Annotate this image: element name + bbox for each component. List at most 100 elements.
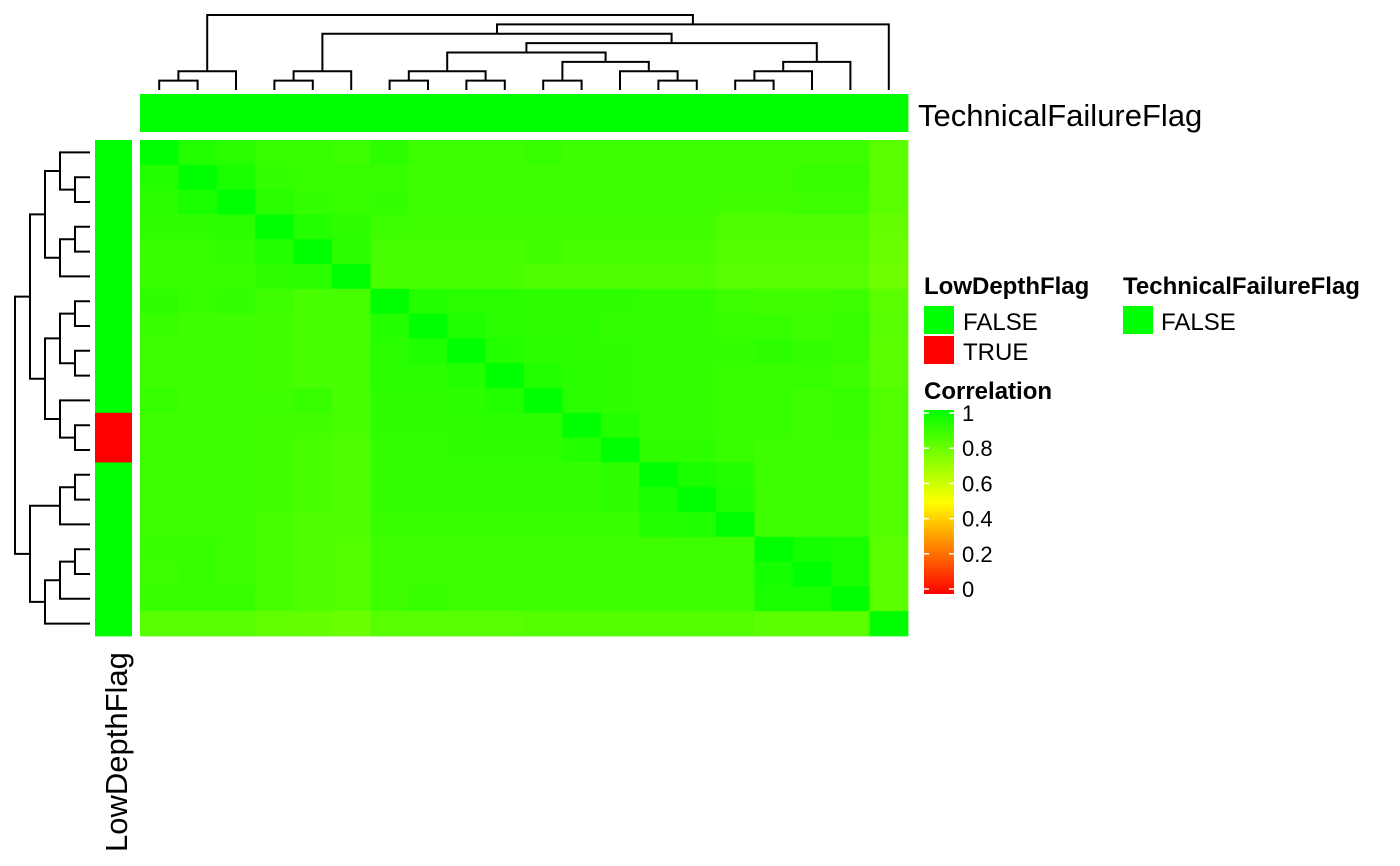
heatmap-cell-r16-c18 (792, 512, 832, 538)
heatmap-cell-r3-c13 (600, 189, 640, 215)
legend-technical-failure-title: TechnicalFailureFlag (1123, 273, 1360, 300)
row-dendrogram-branch (74, 225, 90, 253)
column-dendrogram-branch (734, 79, 775, 90)
heatmap-cell-r13-c18 (792, 437, 832, 463)
heatmap-cell-r14-c9 (447, 462, 486, 488)
heatmap-cell-r20-c7 (370, 611, 410, 637)
heatmap-cell-r13-c16 (716, 437, 755, 463)
heatmap-cell-r10-c17 (754, 363, 794, 389)
heatmap-cell-r3-c1 (140, 189, 179, 215)
heatmap-cell-r8-c16 (716, 313, 755, 339)
heatmap-cell-r5-c1 (140, 239, 179, 265)
heatmap-cell-r16-c4 (255, 512, 294, 538)
heatmap-cell-r13-c4 (255, 437, 294, 463)
row-dendrogram-branch (59, 238, 90, 278)
heatmap-cell-r18-c5 (293, 561, 333, 587)
heatmap-cell-r7-c17 (754, 288, 794, 314)
heatmap-cell-r11-c14 (639, 388, 678, 414)
heatmap-cell-r15-c12 (562, 487, 602, 513)
heatmap-cell-r17-c11 (524, 536, 563, 562)
heatmap-cell-r18-c6 (332, 561, 371, 587)
row-annotation-cell-15 (95, 487, 132, 513)
heatmap-cell-r10-c12 (562, 363, 602, 389)
heatmap-cell-r17-c20 (869, 536, 909, 562)
heatmap-cell-r20-c14 (639, 611, 678, 637)
column-annotation-cell-19 (831, 94, 870, 132)
heatmap-cell-r5-c12 (562, 239, 602, 265)
column-annotation-cell-8 (408, 94, 448, 132)
heatmap-cell-r12-c13 (600, 412, 640, 438)
row-annotation-cell-10 (95, 363, 132, 389)
heatmap-cell-r2-c1 (140, 164, 179, 190)
heatmap-cell-r7-c15 (677, 288, 717, 314)
heatmap-cell-r11-c2 (178, 388, 218, 414)
heatmap-cell-r15-c13 (600, 487, 640, 513)
row-dendrogram-branch (44, 170, 60, 259)
heatmap-cell-r20-c13 (600, 611, 640, 637)
heatmap-cell-r18-c17 (754, 561, 794, 587)
legend-technical-failure-false-label: FALSE (1161, 309, 1236, 336)
heatmap-cell-r17-c6 (332, 536, 371, 562)
heatmap-cell-r1-c1 (140, 140, 179, 166)
row-annotation-cell-3 (95, 189, 132, 215)
column-dendrogram-branch (158, 79, 199, 90)
heatmap-cell-r13-c5 (293, 437, 333, 463)
heatmap-cell-r18-c19 (831, 561, 870, 587)
heatmap-cell-r14-c20 (869, 462, 909, 488)
column-dendrogram-branch (465, 79, 506, 90)
row-dendrogram-branch (29, 504, 60, 603)
heatmap-cell-r10-c18 (792, 363, 832, 389)
heatmap-cell-r10-c13 (600, 363, 640, 389)
legend-correlation-tick-label: 0.6 (962, 471, 993, 496)
heatmap-cell-r5-c15 (677, 239, 717, 265)
heatmap-cell-r10-c7 (370, 363, 410, 389)
heatmap-cell-r1-c7 (370, 140, 410, 166)
heatmap-cell-r14-c4 (255, 462, 294, 488)
legend-low-depth: LowDepthFlag FALSE TRUE (924, 273, 1089, 366)
heatmap-cell-r4-c20 (869, 214, 909, 240)
heatmap-cell-r6-c9 (447, 264, 486, 290)
column-annotation-label: TechnicalFailureFlag (918, 98, 1202, 133)
heatmap-cell-r16-c2 (178, 512, 218, 538)
heatmap-cell-r20-c9 (447, 611, 486, 637)
heatmap-cell-r13-c2 (178, 437, 218, 463)
heatmap-cell-r8-c20 (869, 313, 909, 339)
heatmap-cell-r12-c11 (524, 412, 563, 438)
heatmap-cells (140, 140, 909, 637)
heatmap-cell-r11-c10 (485, 388, 525, 414)
heatmap-cell-r14-c2 (178, 462, 218, 488)
column-annotation-cell-9 (447, 94, 486, 132)
heatmap-cell-r14-c14 (639, 462, 678, 488)
heatmap-cell-r1-c20 (869, 140, 909, 166)
heatmap-cell-r5-c3 (216, 239, 256, 265)
row-dendrogram-branch (29, 213, 45, 380)
heatmap-cell-r14-c3 (216, 462, 256, 488)
heatmap-cell-r3-c9 (447, 189, 486, 215)
heatmap-cell-r15-c4 (255, 487, 294, 513)
heatmap-cell-r10-c16 (716, 363, 755, 389)
heatmap-cell-r6-c1 (140, 264, 179, 290)
column-dendrogram-branch (782, 60, 852, 90)
heatmap-cell-r1-c15 (677, 140, 717, 166)
heatmap-cell-r17-c12 (562, 536, 602, 562)
heatmap-cell-r12-c16 (716, 412, 755, 438)
heatmap-cell-r10-c11 (524, 363, 563, 389)
heatmap-cell-r2-c7 (370, 164, 410, 190)
heatmap-cell-r4-c18 (792, 214, 832, 240)
heatmap-cell-r17-c8 (408, 536, 448, 562)
heatmap-cell-r8-c2 (178, 313, 218, 339)
heatmap-cell-r19-c19 (831, 586, 870, 612)
heatmap-cell-r18-c20 (869, 561, 909, 587)
heatmap-cell-r15-c3 (216, 487, 256, 513)
heatmap-cell-r7-c7 (370, 288, 410, 314)
heatmap-cell-r13-c1 (140, 437, 179, 463)
legend-correlation-tick-label: 0.2 (962, 542, 993, 567)
heatmap-cell-r20-c12 (562, 611, 602, 637)
heatmap-cell-r8-c7 (370, 313, 410, 339)
heatmap-cell-r16-c10 (485, 512, 525, 538)
heatmap-cell-r19-c8 (408, 586, 448, 612)
heatmap-cell-r7-c3 (216, 288, 256, 314)
row-annotation-cell-2 (95, 164, 132, 190)
heatmap-cell-r14-c13 (600, 462, 640, 488)
